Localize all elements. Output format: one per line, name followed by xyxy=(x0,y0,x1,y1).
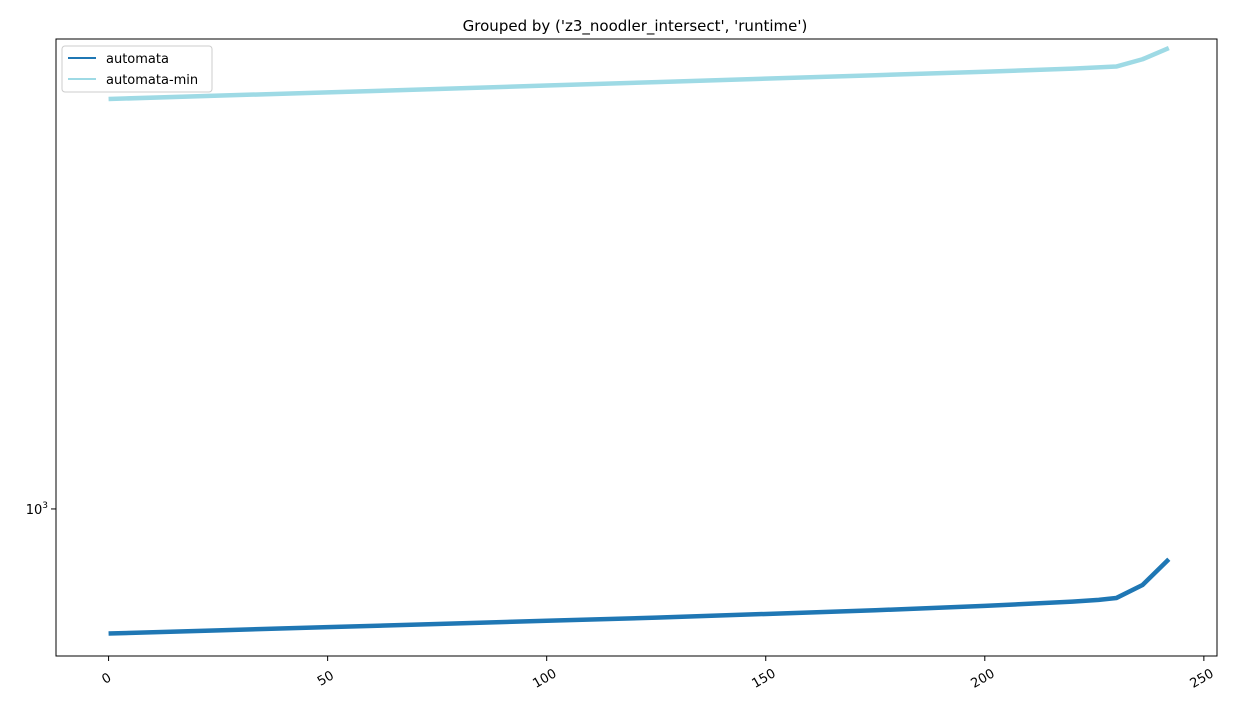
legend-label-automata-min: automata-min xyxy=(106,73,198,88)
legend-label-automata: automata xyxy=(106,52,169,67)
y-axis: 103 xyxy=(26,501,56,518)
legend: automata automata-min xyxy=(61,45,213,93)
x-axis: 0 50 100 150 200 250 xyxy=(99,656,1217,692)
x-tick-label: 0 xyxy=(99,670,114,687)
x-tick-label: 50 xyxy=(315,668,337,689)
series-line-automata xyxy=(108,557,1171,636)
y-tick-label: 103 xyxy=(26,501,48,518)
x-tick-label: 100 xyxy=(530,666,559,691)
x-tick-label: 200 xyxy=(969,666,998,691)
legend-box xyxy=(61,45,213,93)
series-layer xyxy=(108,45,1171,636)
x-tick-label: 250 xyxy=(1188,666,1217,691)
series-line-automata-min xyxy=(108,45,1170,102)
x-tick-label: 150 xyxy=(749,666,778,691)
plot-area-frame xyxy=(55,38,1218,657)
chart-title: Grouped by ('z3_noodler_intersect', 'run… xyxy=(463,17,808,36)
